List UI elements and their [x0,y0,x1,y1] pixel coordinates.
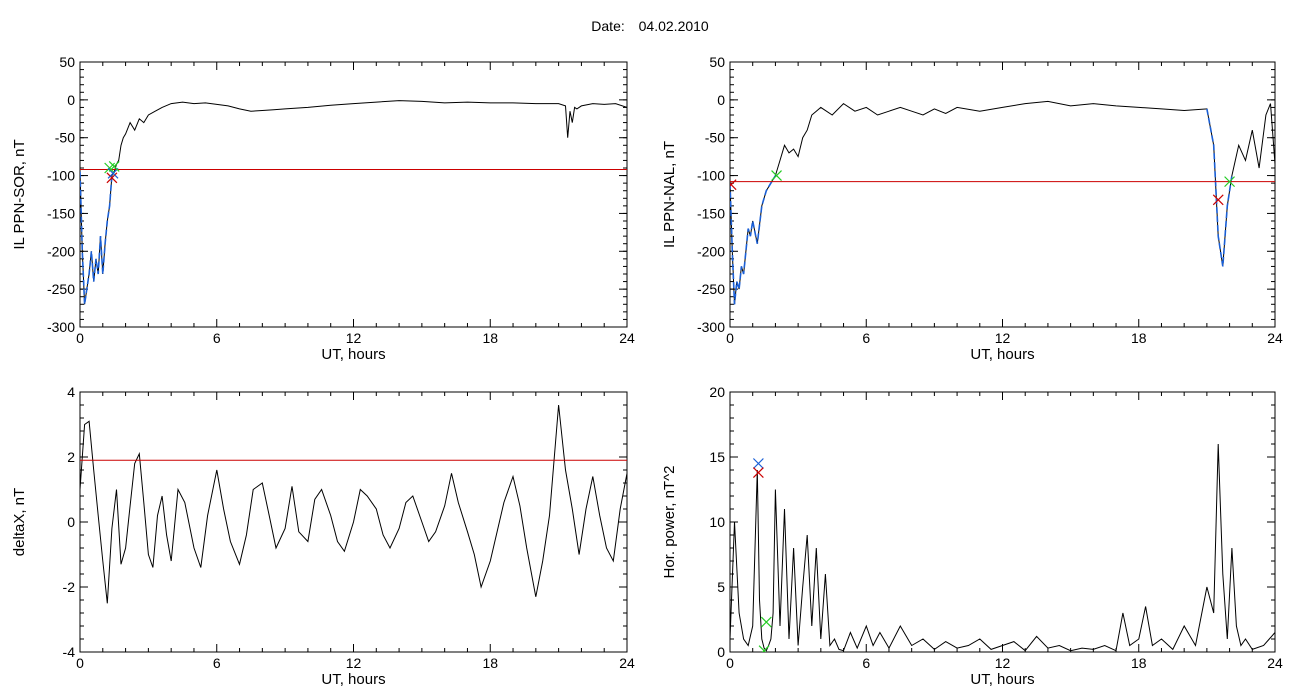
y-tick-label: -2 [63,579,76,595]
x-tick-label: 12 [995,655,1011,671]
x-tick-label: 6 [862,655,870,671]
marker-green [1224,176,1236,188]
date-value: 04.02.2010 [638,18,709,34]
x-axis-label: UT, hours [321,346,385,363]
y-tick-label: 15 [709,449,725,465]
x-tick-label: 12 [995,330,1011,346]
marker-blue [752,458,764,469]
x-axis-label: UT, hours [321,671,385,688]
x-tick-label: 18 [482,330,498,346]
plot-area [80,100,627,305]
x-axis-label: UT, hours [970,346,1034,363]
y-tick-label: 20 [709,384,725,400]
y-tick-label: -200 [697,243,725,259]
y-tick-label: 50 [59,54,75,70]
plot-frame [729,61,1276,328]
x-tick-label: 0 [726,330,734,346]
y-tick-label: -100 [47,168,75,184]
x-tick-label: 6 [213,330,221,346]
series-line [730,100,1275,305]
series-line [80,404,627,604]
x-tick-label: 6 [213,655,221,671]
marker-green [760,616,772,628]
x-tick-label: 24 [619,330,635,346]
x-tick-label: 12 [346,330,362,346]
marker-blue [107,167,119,179]
x-tick-label: 18 [1131,330,1147,346]
x-tick-label: 24 [1267,330,1283,346]
y-axis-label: deltaX, nT [11,488,28,556]
y-tick-label: 2 [67,449,75,465]
plot-frame [729,391,1276,653]
y-tick-label: -50 [55,130,75,146]
highlight-line [730,175,777,305]
series-line [730,443,1275,652]
y-tick-label: -250 [697,281,725,297]
x-tick-label: 18 [482,655,498,671]
marker-red [1212,194,1224,206]
y-tick-label: -50 [705,130,725,146]
y-tick-label: 4 [67,384,75,400]
y-tick-label: 5 [717,579,725,595]
plot-area [80,404,627,604]
y-tick-label: 0 [717,92,725,108]
y-tick-label: -150 [47,205,75,221]
page-title: Date: 04.02.2010 [0,18,1300,34]
y-axis-label: Hor. power, nT^2 [661,466,678,579]
date-label: Date: [591,18,625,34]
y-tick-label: -300 [697,319,725,335]
marker-red [730,179,737,191]
chart-2: 0 6 12 18 24 -300 -250 -200 -150 -100 -50 0 50 UT, ho… [661,54,1283,363]
x-tick-label: 18 [1131,655,1147,671]
plot-frame [79,61,628,328]
y-tick-label: 0 [717,644,725,660]
highlight-line [1206,108,1233,267]
y-axis-label: IL PPN-NAL, nT [661,141,678,248]
series-line [80,100,627,305]
marker-green [108,161,120,172]
x-tick-label: 12 [346,655,362,671]
y-tick-label: -150 [697,205,725,221]
x-tick-label: 0 [726,655,734,671]
y-axis-label: IL PPN-SOR, nT [11,139,28,249]
y-tick-label: -250 [47,281,75,297]
chart-1: 0 6 12 18 24 -300 -250 -200 -150 -100 -50 0 50 UT, ho… [11,54,635,363]
y-tick-label: 0 [67,92,75,108]
y-tick-label: -4 [63,644,76,660]
x-tick-label: 6 [862,330,870,346]
y-tick-label: -300 [47,319,75,335]
y-tick-label: 10 [709,514,725,530]
x-tick-label: 0 [76,655,84,671]
marker-green [758,645,770,652]
x-tick-label: 0 [76,330,84,346]
chart-4: 0 6 12 18 24 0 5 10 15 20 UT, hours Hor. power, nT^… [661,384,1283,688]
marker-red [752,467,764,479]
y-tick-label: 50 [709,54,725,70]
marker-green [771,170,782,181]
x-tick-label: 24 [1267,655,1283,671]
plot-area [730,100,1275,305]
x-axis-label: UT, hours [970,671,1034,688]
x-tick-label: 24 [619,655,635,671]
y-tick-label: 0 [67,514,75,530]
y-tick-label: -100 [697,168,725,184]
plot-area [730,443,1275,652]
y-tick-label: -200 [47,243,75,259]
marker-red [106,172,118,184]
highlight-line [80,171,115,305]
